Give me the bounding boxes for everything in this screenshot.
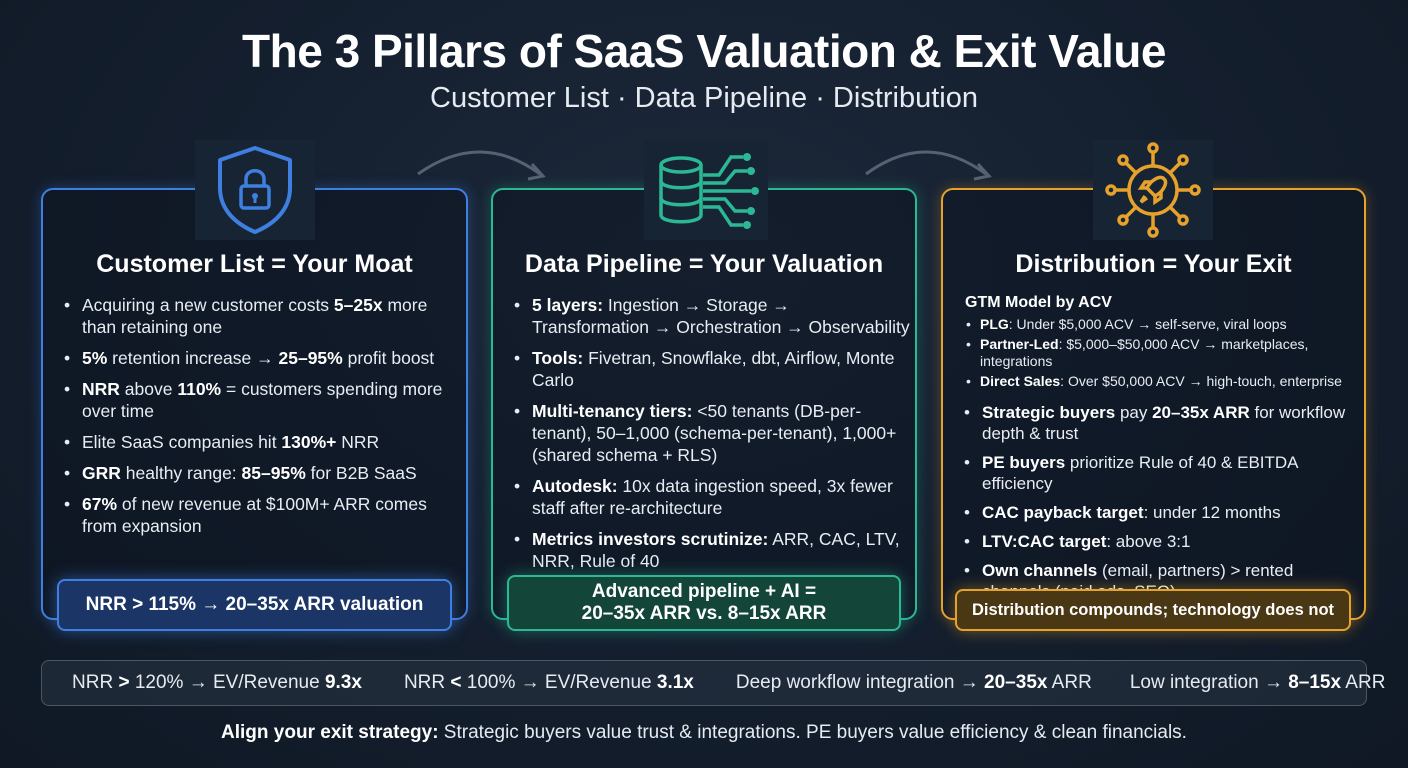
page-title: The 3 Pillars of SaaS Valuation & Exit V…	[242, 25, 1166, 77]
list-item: PE buyers prioritize Rule of 40 & EBITDA…	[960, 452, 1355, 494]
list-item: Partner-Led: $5,000–$50,000 ACV → market…	[966, 336, 1351, 370]
list-item: Multi-tenancy tiers: <50 tenants (DB-per…	[510, 400, 910, 466]
database-network-icon	[644, 140, 768, 240]
gtm-model-list: PLG: Under $5,000 ACV → self-serve, vira…	[966, 316, 1351, 393]
list-item: Autodesk: 10x data ingestion speed, 3x f…	[510, 475, 910, 519]
metric-low-integration: Low integration → 8–15x ARR	[1129, 672, 1386, 693]
page-subtitle: Customer List · Data Pipeline · Distribu…	[430, 82, 978, 114]
list-item: Tools: Fivetran, Snowflake, dbt, Airflow…	[510, 347, 910, 391]
arrow-2	[865, 150, 987, 176]
list-item: Metrics investors scrutinize: ARR, CAC, …	[510, 528, 910, 572]
gtm-heading: GTM Model by ACV	[965, 294, 1112, 311]
data-pipeline-takeaway: Advanced pipeline + AI = 20–35x ARR vs. 8…	[507, 575, 901, 631]
metric-deep-integration: Deep workflow integration → 20–35x ARR	[735, 672, 1092, 693]
list-item: PLG: Under $5,000 ACV → self-serve, vira…	[966, 316, 1351, 333]
list-item: 5 layers: Ingestion → Storage → Transfor…	[510, 294, 910, 338]
pillar-title-customer-list: Customer List = Your Moat	[96, 250, 413, 278]
list-item: Elite SaaS companies hit 130%+ NRR	[60, 431, 460, 453]
pillar-title-data-pipeline: Data Pipeline = Your Valuation	[524, 250, 884, 278]
metric-nrr-low: NRR < 100% → EV/Revenue 3.1x	[403, 672, 694, 693]
exit-strategy-note: Align your exit strategy: Strategic buye…	[221, 722, 1187, 743]
list-item: Direct Sales: Over $50,000 ACV → high-to…	[966, 373, 1351, 390]
customer-list-bullets: Acquiring a new customer costs 5–25x mor…	[60, 294, 460, 546]
rocket-network-icon	[1093, 140, 1213, 240]
list-item: NRR above 110% = customers spending more…	[60, 378, 460, 422]
list-item: 5% retention increase → 25–95% profit bo…	[60, 347, 460, 369]
data-pipeline-bullets: 5 layers: Ingestion → Storage → Transfor…	[510, 294, 910, 581]
list-item: 67% of new revenue at $100M+ ARR comes f…	[60, 493, 460, 537]
list-item: GRR healthy range: 85–95% for B2B SaaS	[60, 462, 460, 484]
pillar-title-distribution: Distribution = Your Exit	[1015, 250, 1292, 278]
metric-nrr-high: NRR > 120% → EV/Revenue 9.3x	[72, 672, 362, 693]
distribution-bullets: Strategic buyers pay 20–35x ARR for work…	[960, 402, 1355, 610]
list-item: Acquiring a new customer costs 5–25x mor…	[60, 294, 460, 338]
connector-arrows	[417, 150, 992, 181]
arrow-2-head	[973, 162, 992, 181]
metrics-bar: NRR > 120% → EV/Revenue 9.3x NRR < 100% …	[41, 660, 1385, 706]
arrow-1-head	[527, 162, 546, 181]
takeaway-line-2: 20–35x ARR vs. 8–15x ARR	[581, 603, 827, 624]
list-item: LTV:CAC target: above 3:1	[960, 531, 1355, 552]
list-item: CAC payback target: under 12 months	[960, 502, 1355, 523]
arrow-1	[417, 150, 541, 176]
distribution-takeaway: Distribution compounds; technology does …	[955, 589, 1351, 631]
customer-list-takeaway: NRR > 115% → 20–35x ARR valuation	[57, 579, 452, 631]
shield-lock-icon	[195, 140, 315, 240]
takeaway-line-1: Advanced pipeline + AI =	[591, 581, 817, 602]
list-item: Strategic buyers pay 20–35x ARR for work…	[960, 402, 1355, 444]
